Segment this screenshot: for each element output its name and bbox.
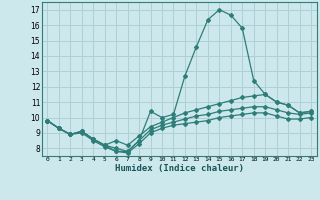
- X-axis label: Humidex (Indice chaleur): Humidex (Indice chaleur): [115, 164, 244, 173]
